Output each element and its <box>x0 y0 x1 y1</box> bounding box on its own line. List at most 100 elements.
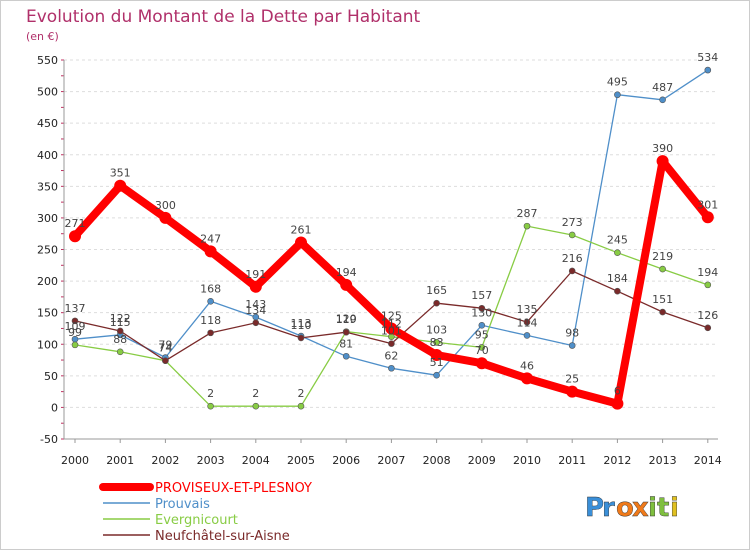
data-label: 151 <box>652 293 673 306</box>
data-label: 110 <box>291 319 312 332</box>
data-point <box>614 249 621 256</box>
grid <box>64 59 718 440</box>
logo-letter: t <box>657 493 669 523</box>
data-point <box>611 397 624 410</box>
y-tick-label: 400 <box>37 149 58 162</box>
data-point <box>204 245 217 258</box>
data-label: 98 <box>565 327 579 340</box>
data-label: 137 <box>65 302 86 315</box>
data-label: 194 <box>697 266 718 279</box>
legend-label: Prouvais <box>155 497 210 512</box>
data-label: 351 <box>110 167 131 180</box>
data-label: 81 <box>339 337 353 350</box>
data-point <box>523 332 531 339</box>
data-point <box>433 299 440 307</box>
data-labels: 271 351 300 247 191 261 194 125 83 70 46 25 6 390 301 1… <box>65 51 719 400</box>
data-point <box>297 402 305 410</box>
logo-letter: o <box>616 493 634 523</box>
data-point <box>207 402 214 410</box>
data-label: 51 <box>430 356 444 369</box>
logo-letter: i <box>670 493 679 523</box>
data-point <box>659 265 666 273</box>
data-point <box>614 287 621 295</box>
legend-label: Evergnicourt <box>155 513 238 528</box>
data-label: 113 <box>291 317 312 330</box>
data-label: 134 <box>245 304 266 317</box>
data-point <box>207 329 214 337</box>
data-label: 184 <box>607 272 628 285</box>
data-label: 126 <box>697 309 718 322</box>
data-label: 125 <box>381 309 402 322</box>
data-label: 70 <box>475 344 489 357</box>
data-label: 79 <box>158 339 172 352</box>
data-point <box>116 327 124 335</box>
x-tick-label: 2004 <box>242 454 270 467</box>
x-tick-label: 2009 <box>468 454 496 467</box>
data-label: 95 <box>475 328 489 341</box>
logo-letter: P <box>585 493 604 523</box>
data-point <box>704 66 712 74</box>
x-tick-label: 2006 <box>332 454 360 467</box>
data-label: 115 <box>110 316 131 329</box>
data-point <box>704 281 712 289</box>
x-tick-label: 2000 <box>61 454 89 467</box>
chart-subtitle: (en €) <box>26 30 59 43</box>
data-point <box>568 267 576 275</box>
data-label: 261 <box>291 224 312 237</box>
x-tick-label: 2005 <box>287 454 315 467</box>
data-label: 216 <box>562 252 583 265</box>
x-tick-label: 2002 <box>151 454 179 467</box>
proxiti-logo: Pr ox i t i <box>585 493 679 523</box>
chart-title: Evolution du Montant de la Dette par Hab… <box>26 7 421 27</box>
x-tick-label: 2013 <box>649 454 677 467</box>
data-label: 487 <box>652 81 673 94</box>
data-label: 157 <box>471 289 492 302</box>
data-label: 6 <box>614 385 621 398</box>
data-label: 135 <box>517 303 538 316</box>
x-tick-label: 2011 <box>558 454 586 467</box>
y-tick-label: 350 <box>37 180 58 193</box>
data-point <box>521 372 533 385</box>
y-tick-label: 250 <box>37 244 58 257</box>
data-point <box>71 341 79 349</box>
data-label: 165 <box>426 284 447 297</box>
data-label: 273 <box>562 216 583 229</box>
x-tick-label: 2012 <box>603 454 631 467</box>
x-tick-label: 2003 <box>197 454 225 467</box>
data-label: 534 <box>697 51 718 64</box>
data-label: 130 <box>471 306 492 319</box>
data-point <box>478 344 486 351</box>
data-label: 245 <box>607 234 628 247</box>
data-label: 301 <box>697 198 718 211</box>
data-label: 143 <box>245 298 266 311</box>
logo-letter: r <box>602 493 615 523</box>
data-point <box>71 317 79 325</box>
y-tick-label: 200 <box>37 275 58 288</box>
data-point <box>523 222 531 230</box>
data-point <box>478 304 486 312</box>
data-point <box>659 96 666 104</box>
data-point <box>388 364 395 372</box>
data-point <box>701 211 714 224</box>
data-label: 247 <box>200 232 221 245</box>
data-point <box>159 211 172 224</box>
data-label: 168 <box>200 282 221 295</box>
data-point <box>342 352 350 360</box>
data-point <box>249 280 262 293</box>
data-point <box>388 340 395 347</box>
data-label: 109 <box>65 320 86 333</box>
series-layer <box>69 66 714 410</box>
data-label: 46 <box>520 359 534 372</box>
data-label: 495 <box>607 76 628 89</box>
y-tick-label: 150 <box>37 307 58 320</box>
x-tick-label: 2007 <box>377 454 405 467</box>
data-point <box>295 236 307 249</box>
y-tick-label: 50 <box>44 370 58 383</box>
data-point <box>69 230 81 243</box>
x-tick-label: 2010 <box>513 454 541 467</box>
logo-letter: x <box>632 493 649 523</box>
legend-label: PROVISEUX-ET-PLESNOY <box>155 481 312 496</box>
data-label: 112 <box>381 318 402 331</box>
data-point <box>568 231 576 239</box>
